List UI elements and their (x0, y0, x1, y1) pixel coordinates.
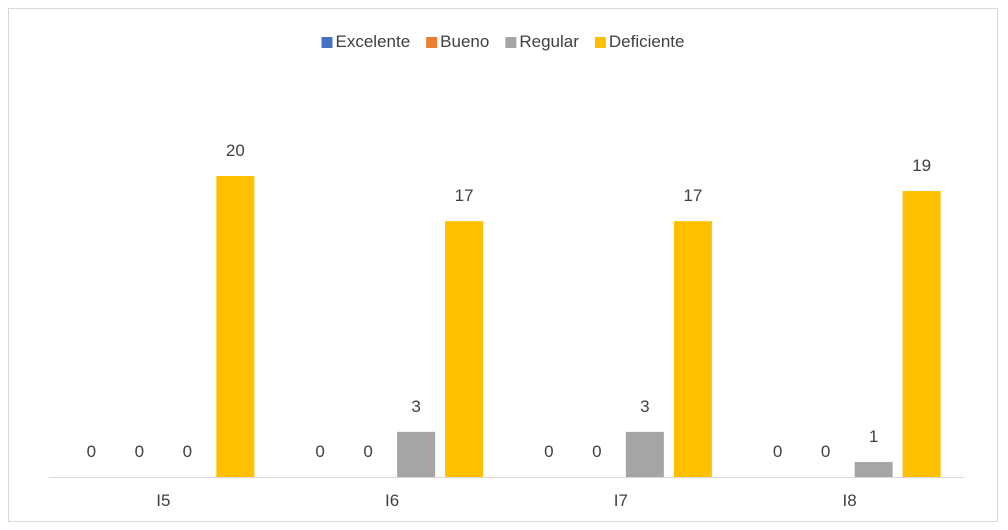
x-tick-label-i8: I8 (843, 491, 857, 510)
legend-item-excelente: Excelente (321, 32, 411, 51)
data-label-regular-i8: 1 (869, 427, 878, 446)
x-axis-tick-labels: I5 I6 I7 I8 (156, 491, 856, 510)
legend-swatch-excelente (321, 37, 333, 48)
data-label-excelente-i7: 0 (544, 442, 553, 461)
legend-swatch-regular (505, 37, 517, 48)
data-label-bueno-i6: 0 (363, 442, 372, 461)
data-label-deficiente-i8: 19 (912, 156, 931, 175)
legend-item-deficiente: Deficiente (594, 32, 685, 51)
x-tick-label-i5: I5 (156, 491, 170, 510)
data-label-bueno-i8: 0 (821, 442, 830, 461)
bar-regular-i8 (854, 461, 893, 477)
legend-swatch-bueno (426, 37, 438, 48)
data-label-bueno-i7: 0 (592, 442, 601, 461)
bar-deficiente-i5 (216, 176, 255, 477)
data-label-excelente-i6: 0 (315, 442, 324, 461)
legend-label-regular: Regular (519, 32, 579, 51)
chart-frame: Excelente Bueno Regular Deficiente 0 0 0 20 0 0 3… (8, 8, 998, 522)
legend-item-bueno: Bueno (426, 32, 489, 51)
bar-deficiente-i6 (445, 221, 484, 477)
data-label-deficiente-i5: 20 (226, 141, 245, 160)
bar-deficiente-i8 (902, 191, 941, 478)
bar-regular-i7 (625, 431, 664, 477)
legend-swatch-deficiente (594, 37, 606, 48)
data-label-deficiente-i6: 17 (455, 186, 474, 205)
data-label-excelente-i5: 0 (87, 442, 96, 461)
bar-regular-i6 (397, 431, 436, 477)
chart-legend: Excelente Bueno Regular Deficiente (321, 32, 685, 51)
legend-label-deficiente: Deficiente (609, 32, 685, 51)
value-labels-group: 0 0 0 20 0 0 3 17 0 0 3 17 0 0 1 19 (87, 141, 931, 461)
data-label-regular-i7: 3 (640, 397, 649, 416)
x-tick-label-i7: I7 (614, 491, 628, 510)
data-label-excelente-i8: 0 (773, 442, 782, 461)
data-label-regular-i6: 3 (411, 397, 420, 416)
data-label-regular-i5: 0 (183, 442, 192, 461)
bars-group (216, 176, 941, 478)
legend-label-bueno: Bueno (440, 32, 489, 51)
data-label-deficiente-i7: 17 (683, 186, 702, 205)
x-tick-label-i6: I6 (385, 491, 399, 510)
data-label-bueno-i5: 0 (135, 442, 144, 461)
bar-deficiente-i7 (673, 221, 712, 477)
legend-label-excelente: Excelente (336, 32, 411, 51)
legend-item-regular: Regular (505, 32, 579, 51)
bar-chart: Excelente Bueno Regular Deficiente 0 0 0 20 0 0 3… (49, 32, 964, 510)
